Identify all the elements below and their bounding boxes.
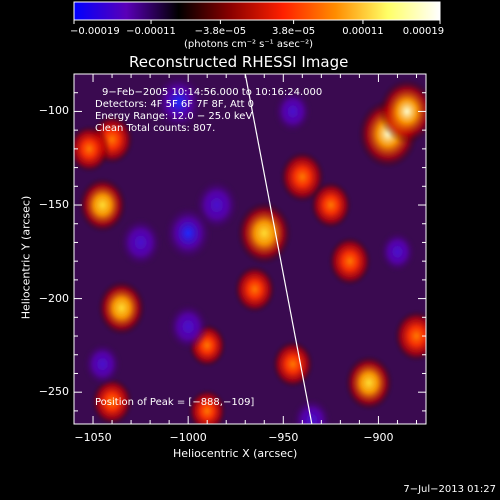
emission-source (328, 236, 372, 286)
footer-date: 7−Jul−2013 01:27 (403, 484, 496, 495)
chart-title: Reconstructed RHESSI Image (129, 53, 349, 71)
emission-source (188, 388, 227, 424)
negative-region (153, 74, 204, 131)
emission-source (378, 78, 426, 144)
emission-source (344, 355, 394, 411)
x-axis-label: Heliocentric X (arcsec) (173, 447, 298, 460)
emission-source (310, 181, 352, 229)
emission-source (394, 310, 426, 362)
emission-source (78, 177, 127, 233)
annotation-clean: Clean Total counts: 807. (95, 123, 216, 134)
negative-region (291, 397, 332, 424)
x-tick-label: −950 (268, 431, 299, 444)
negative-region (164, 205, 213, 261)
emission-source (272, 340, 314, 388)
emission-source (279, 151, 325, 203)
annotation-detectors: Detectors: 4F 5F 6F 7F 8F, Att 0 (95, 99, 255, 110)
y-tick-label: −250 (38, 385, 69, 399)
colorbar (73, 1, 441, 21)
y-tick-label: −200 (38, 291, 69, 305)
negative-region (167, 302, 209, 351)
annotation-peak: Position of Peak = [−888,−109] (95, 397, 255, 408)
negative-region (273, 89, 312, 134)
annotation-time: 9−Feb−2005 10:14:56.000 to 10:16:24.000 (102, 87, 323, 98)
x-tick-label: −1000 (169, 431, 207, 444)
emission-source (91, 377, 133, 424)
colorbar-tick-label: 0.00011 (342, 26, 384, 37)
colorbar-tick-label: 3.8e−05 (272, 26, 316, 37)
y-axis-label: Heliocentric Y (arcsec) (19, 195, 33, 320)
x-tick-label: −900 (363, 431, 394, 444)
emission-source (236, 201, 292, 265)
colorbar-tick-label: 0.00019 (402, 26, 445, 37)
negative-region (83, 342, 122, 387)
colorbar-ticks (73, 20, 441, 24)
colorbar-tick-label: −3.8e−05 (194, 26, 247, 37)
emission-source (97, 280, 146, 336)
emission-source (74, 125, 110, 173)
colorbar-tick-label: −0.00019 (70, 26, 120, 37)
y-tick-label: −100 (38, 104, 69, 118)
colorbar-unit-label: (photons cm⁻² s⁻¹ asec⁻²) (184, 39, 314, 50)
colorbar-tick-label: −0.00011 (126, 26, 176, 37)
negative-region (379, 230, 416, 273)
y-tick-label: −150 (38, 198, 69, 212)
x-tick-label: −1050 (74, 431, 112, 444)
solar-limb-line (244, 74, 313, 424)
axis-ticks (73, 73, 426, 424)
negative-region (119, 217, 163, 268)
annotation-energy: Energy Range: 12.0 − 25.0 keV (95, 111, 253, 122)
plot-frame (73, 73, 427, 425)
emission-source (234, 265, 276, 314)
